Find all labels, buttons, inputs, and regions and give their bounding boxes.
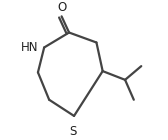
Text: HN: HN	[21, 41, 39, 54]
Text: O: O	[57, 1, 66, 14]
Text: S: S	[69, 125, 76, 138]
